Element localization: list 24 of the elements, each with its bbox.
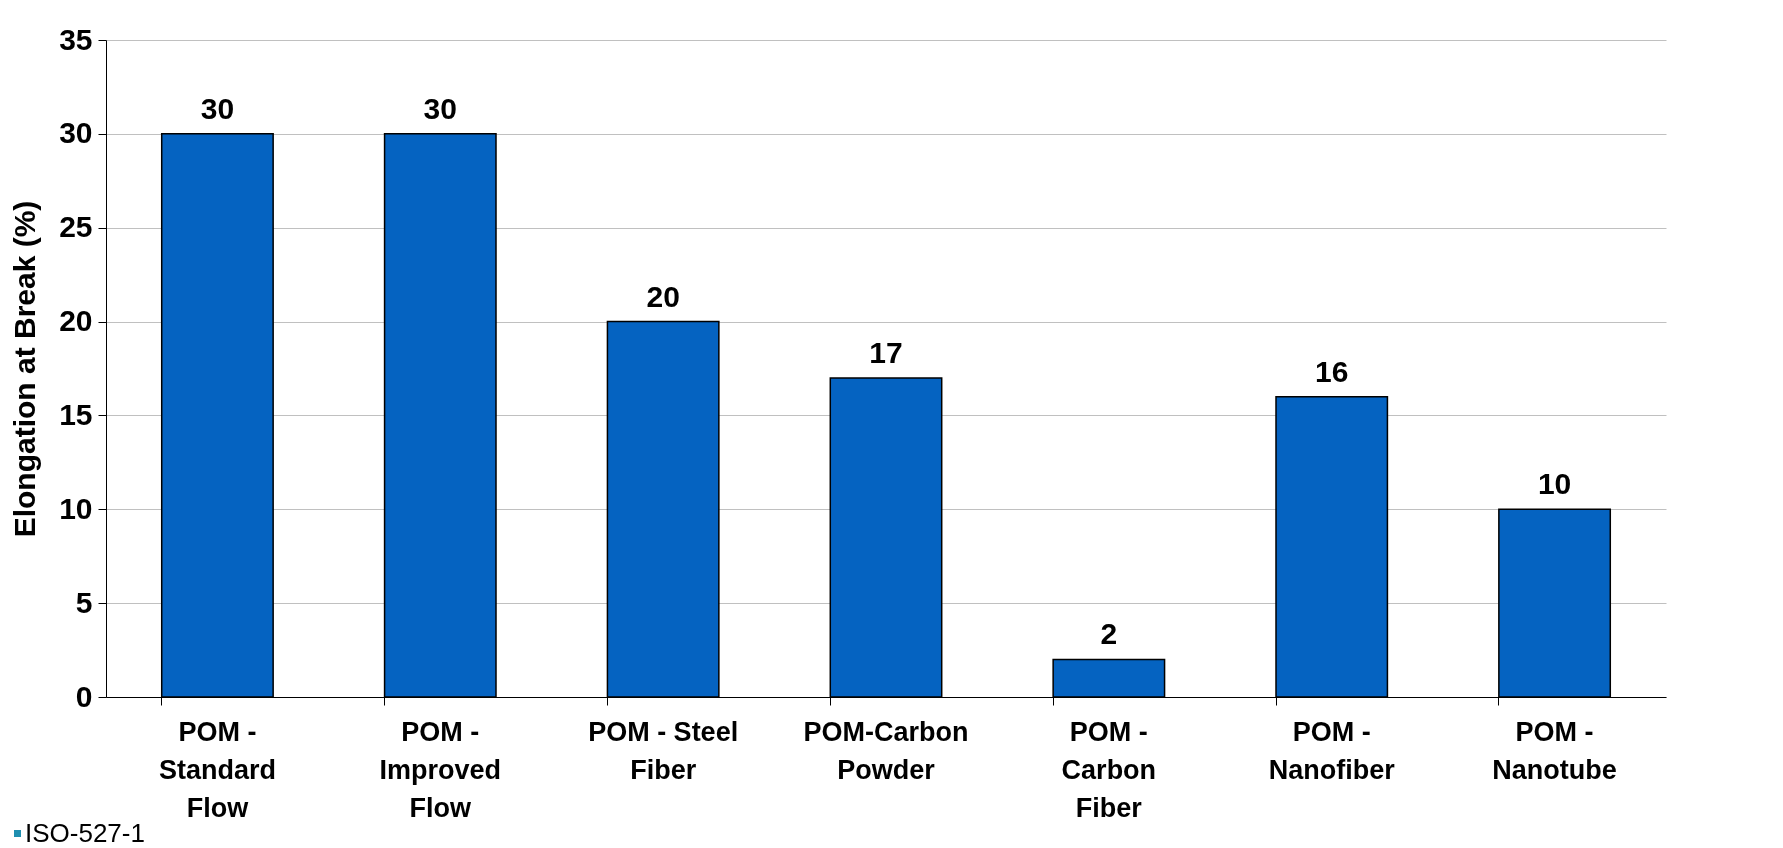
y-tick-label: 0 — [75, 679, 93, 713]
y-tick-label: 10 — [59, 491, 93, 525]
y-tick-label: 35 — [59, 22, 93, 56]
data-label: 16 — [1315, 354, 1349, 388]
x-tick-label: POM-Carbon Powder — [803, 716, 969, 785]
x-tick-label: POM - Nanofiber — [1268, 716, 1396, 785]
x-tick-label: POM - Steel Fiber — [588, 716, 739, 785]
data-label: 20 — [646, 279, 680, 313]
data-label: 30 — [200, 91, 235, 125]
x-tick-label: POM - Standard Flow — [158, 716, 276, 823]
data-label: 17 — [869, 335, 903, 369]
data-label: 2 — [1100, 617, 1118, 651]
x-tick-label: POM - Carbon Fiber — [1061, 716, 1157, 823]
data-label: 10 — [1537, 467, 1572, 501]
y-tick-label: 25 — [59, 210, 93, 244]
y-tick-label: 20 — [59, 304, 93, 338]
x-tick-label: POM - Improved Flow — [379, 716, 502, 823]
y-tick-label: 15 — [59, 397, 93, 431]
y-tick-label: 30 — [59, 116, 93, 150]
x-tick-label: POM - Nanotube — [1492, 716, 1617, 785]
y-tick-label: 5 — [75, 585, 93, 619]
y-axis-title: Elongation at Break (%) — [8, 200, 42, 538]
text: ISO-527-1 — [25, 818, 145, 848]
data-label: 30 — [423, 91, 457, 125]
